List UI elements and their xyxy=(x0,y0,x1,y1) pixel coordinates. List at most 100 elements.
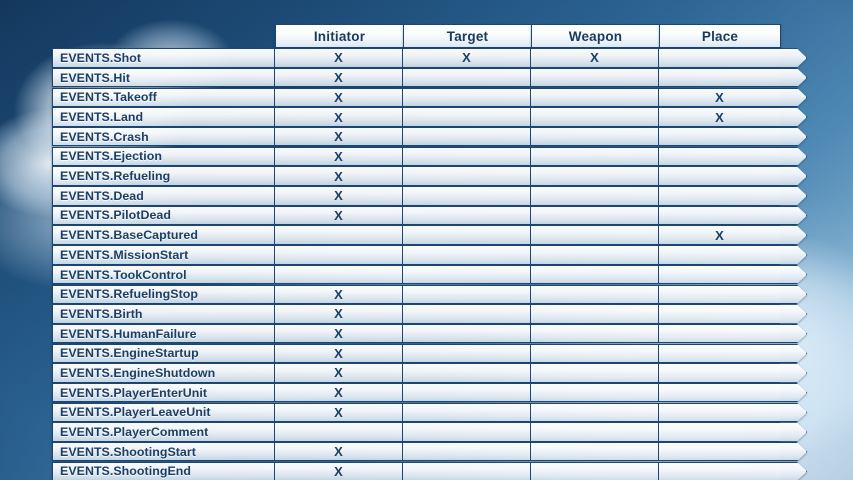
cell-place xyxy=(658,402,780,423)
row-chevron-icon xyxy=(780,323,807,344)
cell-initiator: X xyxy=(274,146,402,167)
cell-weapon xyxy=(530,402,658,423)
cell-weapon xyxy=(530,343,658,363)
cell-place xyxy=(658,186,780,206)
cell-target xyxy=(402,323,530,344)
cell-initiator: X xyxy=(274,382,402,403)
row-chevron-icon xyxy=(780,186,807,206)
table-row[interactable]: EVENTS.MissionStart xyxy=(52,245,807,265)
row-chevron-icon xyxy=(780,225,807,245)
cell-target xyxy=(402,402,530,423)
cell-place xyxy=(658,442,780,462)
row-chevron-icon xyxy=(780,402,807,423)
cell-place xyxy=(658,284,780,304)
cell-target xyxy=(402,87,530,108)
cell-initiator: X xyxy=(274,363,402,383)
cell-weapon xyxy=(530,304,658,324)
cell-target xyxy=(402,225,530,245)
cell-initiator: X xyxy=(274,67,402,88)
row-chevron-icon xyxy=(780,343,807,363)
table-row[interactable]: EVENTS.ShootingStart X xyxy=(52,442,807,462)
row-chevron-icon xyxy=(780,442,807,462)
cell-target xyxy=(402,205,530,226)
cell-weapon xyxy=(530,363,658,383)
table-row[interactable]: EVENTS.PlayerComment xyxy=(52,422,807,442)
table-row[interactable]: EVENTS.Birth X xyxy=(52,304,807,324)
cell-target xyxy=(402,461,530,480)
cell-place xyxy=(658,382,780,403)
table-row[interactable]: EVENTS.Land X X xyxy=(52,107,807,127)
table-row[interactable]: EVENTS.BaseCaptured X xyxy=(52,225,807,245)
cell-initiator: X xyxy=(274,442,402,462)
table-row[interactable]: EVENTS.EngineShutdown X xyxy=(52,363,807,383)
table-row[interactable]: EVENTS.RefuelingStop X xyxy=(52,284,807,304)
cell-target xyxy=(402,67,530,88)
column-header-initiator[interactable]: Initiator xyxy=(275,24,403,48)
cell-place xyxy=(658,264,780,285)
cell-initiator xyxy=(274,422,402,442)
cell-weapon xyxy=(530,87,658,108)
cell-target xyxy=(402,442,530,462)
table-row[interactable]: EVENTS.Refueling X xyxy=(52,166,807,186)
cell-weapon xyxy=(530,264,658,285)
row-chevron-icon xyxy=(780,87,807,108)
event-name-cell: EVENTS.HumanFailure xyxy=(52,323,274,344)
table-row[interactable]: EVENTS.ShootingEnd X xyxy=(52,461,807,480)
cell-place xyxy=(658,461,780,480)
cell-target xyxy=(402,382,530,403)
table-row[interactable]: EVENTS.HumanFailure X xyxy=(52,323,807,344)
table-row[interactable]: EVENTS.TookControl xyxy=(52,264,807,285)
row-chevron-icon xyxy=(780,205,807,226)
table-row[interactable]: EVENTS.Dead X xyxy=(52,186,807,206)
cell-target xyxy=(402,186,530,206)
cell-weapon xyxy=(530,205,658,226)
column-header-weapon[interactable]: Weapon xyxy=(531,24,659,48)
cell-target xyxy=(402,146,530,167)
event-name-cell: EVENTS.EngineShutdown xyxy=(52,363,274,383)
cell-weapon xyxy=(530,245,658,265)
event-name-cell: EVENTS.PilotDead xyxy=(52,205,274,226)
cell-target xyxy=(402,343,530,363)
table-row[interactable]: EVENTS.PlayerLeaveUnit X xyxy=(52,402,807,423)
column-header-target[interactable]: Target xyxy=(403,24,531,48)
cell-weapon xyxy=(530,323,658,344)
cell-initiator: X xyxy=(274,284,402,304)
event-name-cell: EVENTS.ShootingStart xyxy=(52,442,274,462)
table-row[interactable]: EVENTS.EngineStartup X xyxy=(52,343,807,363)
cell-initiator xyxy=(274,225,402,245)
row-chevron-icon xyxy=(780,245,807,265)
event-name-cell: EVENTS.BaseCaptured xyxy=(52,225,274,245)
cell-target xyxy=(402,422,530,442)
cell-initiator: X xyxy=(274,343,402,363)
column-header-place[interactable]: Place xyxy=(659,24,781,48)
cell-initiator: X xyxy=(274,87,402,108)
table-row[interactable]: EVENTS.PilotDead X xyxy=(52,205,807,226)
cell-place xyxy=(658,363,780,383)
cell-weapon: X xyxy=(530,48,658,68)
cell-weapon xyxy=(530,127,658,147)
cell-initiator: X xyxy=(274,48,402,68)
row-chevron-icon xyxy=(780,422,807,442)
row-chevron-icon xyxy=(780,363,807,383)
event-name-cell: EVENTS.MissionStart xyxy=(52,245,274,265)
cell-target xyxy=(402,166,530,186)
cell-place: X xyxy=(658,87,780,108)
cell-place xyxy=(658,127,780,147)
table-row[interactable]: EVENTS.Shot X X X xyxy=(52,48,807,68)
table-row[interactable]: EVENTS.Takeoff X X xyxy=(52,87,807,108)
cell-initiator: X xyxy=(274,461,402,480)
table-row[interactable]: EVENTS.Crash X xyxy=(52,127,807,147)
table-header-row: Initiator Target Weapon Place xyxy=(275,24,807,48)
cell-target xyxy=(402,127,530,147)
table-row[interactable]: EVENTS.Ejection X xyxy=(52,146,807,167)
cell-initiator: X xyxy=(274,402,402,423)
event-name-cell: EVENTS.Shot xyxy=(52,48,274,68)
cell-initiator: X xyxy=(274,205,402,226)
table-row[interactable]: EVENTS.Hit X xyxy=(52,67,807,88)
cell-target xyxy=(402,264,530,285)
table-row[interactable]: EVENTS.PlayerEnterUnit X xyxy=(52,382,807,403)
cell-weapon xyxy=(530,146,658,167)
cell-weapon xyxy=(530,166,658,186)
event-name-cell: EVENTS.Ejection xyxy=(52,146,274,167)
event-name-cell: EVENTS.PlayerEnterUnit xyxy=(52,382,274,403)
